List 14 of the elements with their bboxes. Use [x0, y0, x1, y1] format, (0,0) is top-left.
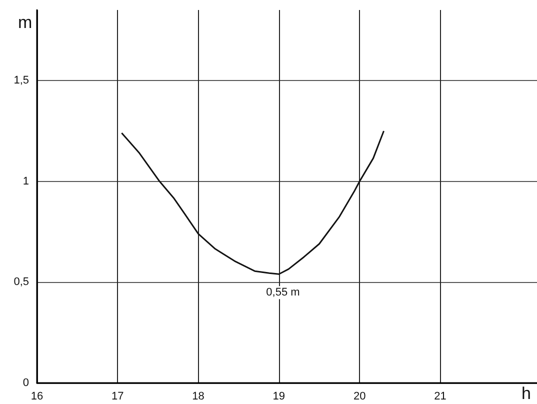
y-tick-label: 0 [22, 377, 29, 389]
x-tick-label: 19 [272, 390, 286, 402]
annotation: 0,55 m [266, 286, 300, 299]
x-tick-label: 16 [30, 390, 44, 402]
y-tick-label: 0,5 [14, 276, 29, 288]
x-tick-label: 20 [353, 390, 366, 402]
x-tick-label: 17 [112, 390, 124, 402]
x-axis-title: h [522, 384, 532, 403]
line-series [120, 130, 385, 275]
y-axis-title: m [18, 13, 32, 32]
x-tick-label: 18 [192, 390, 204, 402]
x-tick-label: 21 [434, 390, 446, 402]
y-tick-label: 1 [22, 175, 29, 188]
y-tick-label: 1,5 [14, 74, 29, 87]
